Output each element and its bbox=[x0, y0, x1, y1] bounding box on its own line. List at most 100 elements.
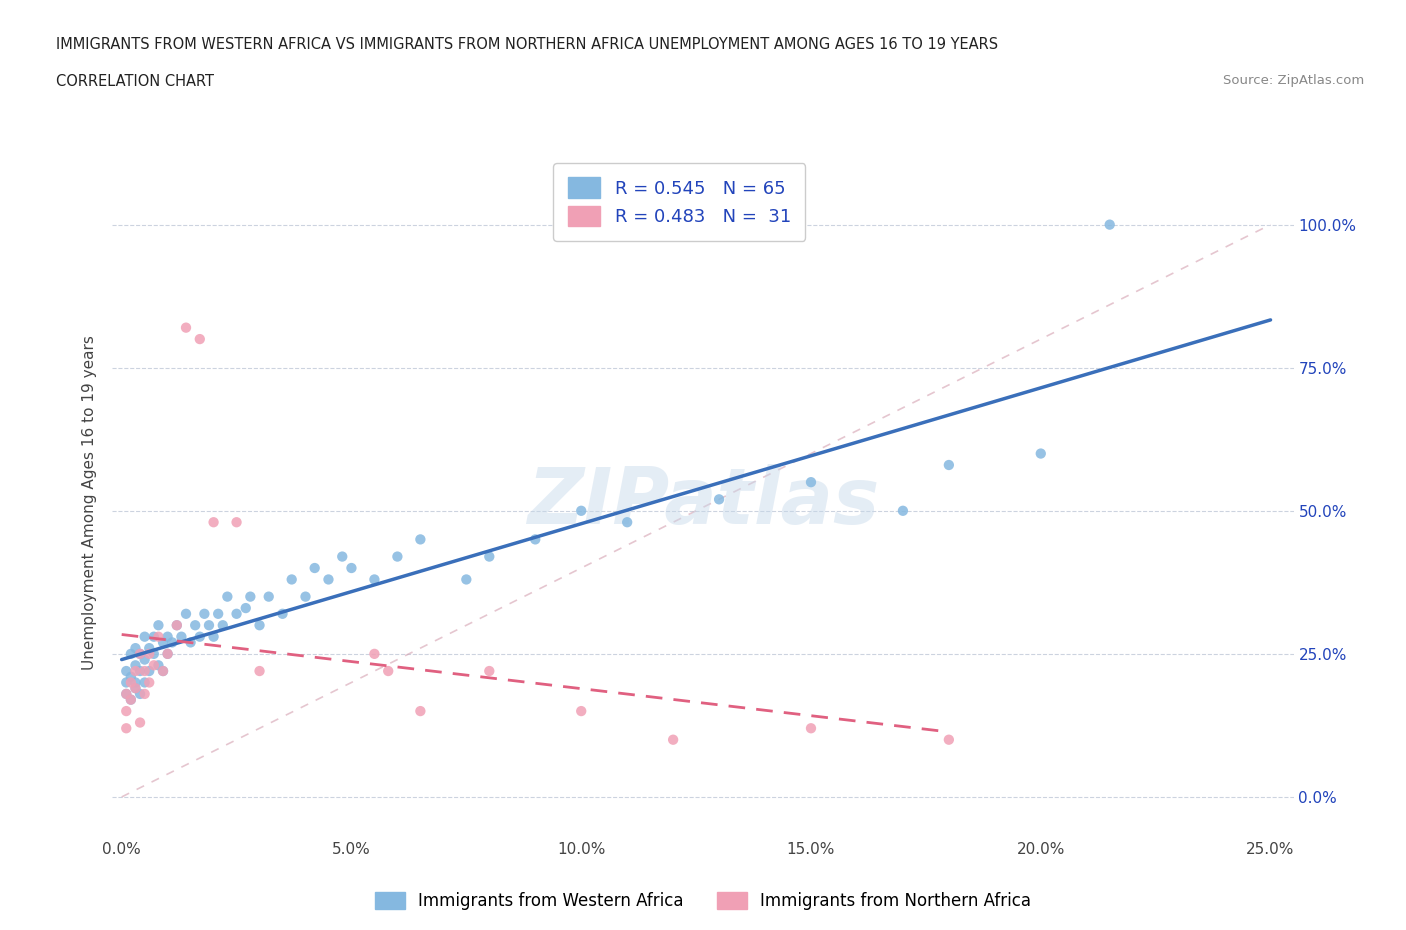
Point bbox=[235, 601, 257, 616]
Point bbox=[478, 549, 501, 564]
Point bbox=[134, 664, 156, 679]
Point bbox=[124, 681, 146, 696]
Point bbox=[120, 670, 142, 684]
Point bbox=[156, 630, 179, 644]
Point bbox=[129, 646, 152, 661]
Point bbox=[207, 606, 229, 621]
Point bbox=[142, 658, 165, 672]
Point bbox=[569, 704, 592, 719]
Point bbox=[225, 606, 247, 621]
Point bbox=[129, 686, 152, 701]
Point bbox=[524, 532, 547, 547]
Point bbox=[800, 721, 823, 736]
Point bbox=[148, 618, 170, 632]
Point bbox=[138, 675, 160, 690]
Point bbox=[800, 474, 823, 489]
Point bbox=[478, 664, 501, 679]
Point bbox=[142, 646, 165, 661]
Point bbox=[115, 704, 138, 719]
Point bbox=[124, 681, 146, 696]
Point bbox=[184, 618, 207, 632]
Legend: R = 0.545   N = 65, R = 0.483   N =  31: R = 0.545 N = 65, R = 0.483 N = 31 bbox=[554, 163, 806, 241]
Point bbox=[142, 630, 165, 644]
Point bbox=[115, 686, 138, 701]
Point bbox=[166, 618, 188, 632]
Point bbox=[938, 458, 960, 472]
Point bbox=[188, 332, 211, 347]
Point bbox=[340, 561, 363, 576]
Point bbox=[120, 675, 142, 690]
Point bbox=[280, 572, 302, 587]
Point bbox=[124, 675, 146, 690]
Point bbox=[409, 704, 432, 719]
Point bbox=[138, 664, 160, 679]
Point bbox=[134, 675, 156, 690]
Point bbox=[148, 658, 170, 672]
Point bbox=[294, 590, 316, 604]
Point bbox=[129, 715, 152, 730]
Point bbox=[120, 692, 142, 707]
Point bbox=[1098, 218, 1121, 232]
Point bbox=[156, 646, 179, 661]
Point bbox=[166, 618, 188, 632]
Point bbox=[134, 652, 156, 667]
Point bbox=[134, 630, 156, 644]
Point bbox=[891, 503, 914, 518]
Point bbox=[1029, 446, 1052, 461]
Point bbox=[363, 646, 385, 661]
Point bbox=[148, 630, 170, 644]
Text: CORRELATION CHART: CORRELATION CHART bbox=[56, 74, 214, 89]
Y-axis label: Unemployment Among Ages 16 to 19 years: Unemployment Among Ages 16 to 19 years bbox=[82, 335, 97, 670]
Point bbox=[170, 630, 193, 644]
Point bbox=[180, 635, 202, 650]
Point bbox=[124, 641, 146, 656]
Point bbox=[129, 646, 152, 661]
Point bbox=[318, 572, 340, 587]
Point bbox=[304, 561, 326, 576]
Point bbox=[115, 721, 138, 736]
Point bbox=[138, 646, 160, 661]
Point bbox=[239, 590, 262, 604]
Point bbox=[152, 664, 174, 679]
Point bbox=[249, 618, 271, 632]
Point bbox=[193, 606, 215, 621]
Text: Source: ZipAtlas.com: Source: ZipAtlas.com bbox=[1223, 74, 1364, 87]
Point bbox=[174, 320, 197, 335]
Point bbox=[152, 635, 174, 650]
Point bbox=[616, 515, 638, 530]
Point bbox=[188, 630, 211, 644]
Point bbox=[198, 618, 221, 632]
Point bbox=[363, 572, 385, 587]
Point bbox=[225, 515, 247, 530]
Point bbox=[115, 686, 138, 701]
Point bbox=[152, 664, 174, 679]
Point bbox=[160, 635, 183, 650]
Point bbox=[120, 646, 142, 661]
Point bbox=[120, 692, 142, 707]
Point bbox=[257, 590, 280, 604]
Point bbox=[115, 664, 138, 679]
Point bbox=[330, 549, 353, 564]
Point bbox=[377, 664, 399, 679]
Point bbox=[217, 590, 239, 604]
Point bbox=[156, 646, 179, 661]
Point bbox=[174, 606, 197, 621]
Point bbox=[569, 503, 592, 518]
Point bbox=[662, 732, 685, 747]
Legend: Immigrants from Western Africa, Immigrants from Northern Africa: Immigrants from Western Africa, Immigran… bbox=[368, 885, 1038, 917]
Point bbox=[115, 675, 138, 690]
Point bbox=[129, 664, 152, 679]
Point bbox=[938, 732, 960, 747]
Text: ZIPatlas: ZIPatlas bbox=[527, 464, 879, 540]
Point bbox=[707, 492, 730, 507]
Point bbox=[249, 664, 271, 679]
Point bbox=[124, 658, 146, 672]
Point bbox=[134, 686, 156, 701]
Point bbox=[271, 606, 294, 621]
Text: IMMIGRANTS FROM WESTERN AFRICA VS IMMIGRANTS FROM NORTHERN AFRICA UNEMPLOYMENT A: IMMIGRANTS FROM WESTERN AFRICA VS IMMIGR… bbox=[56, 37, 998, 52]
Point bbox=[211, 618, 233, 632]
Point bbox=[387, 549, 409, 564]
Point bbox=[456, 572, 478, 587]
Point bbox=[409, 532, 432, 547]
Point bbox=[202, 630, 225, 644]
